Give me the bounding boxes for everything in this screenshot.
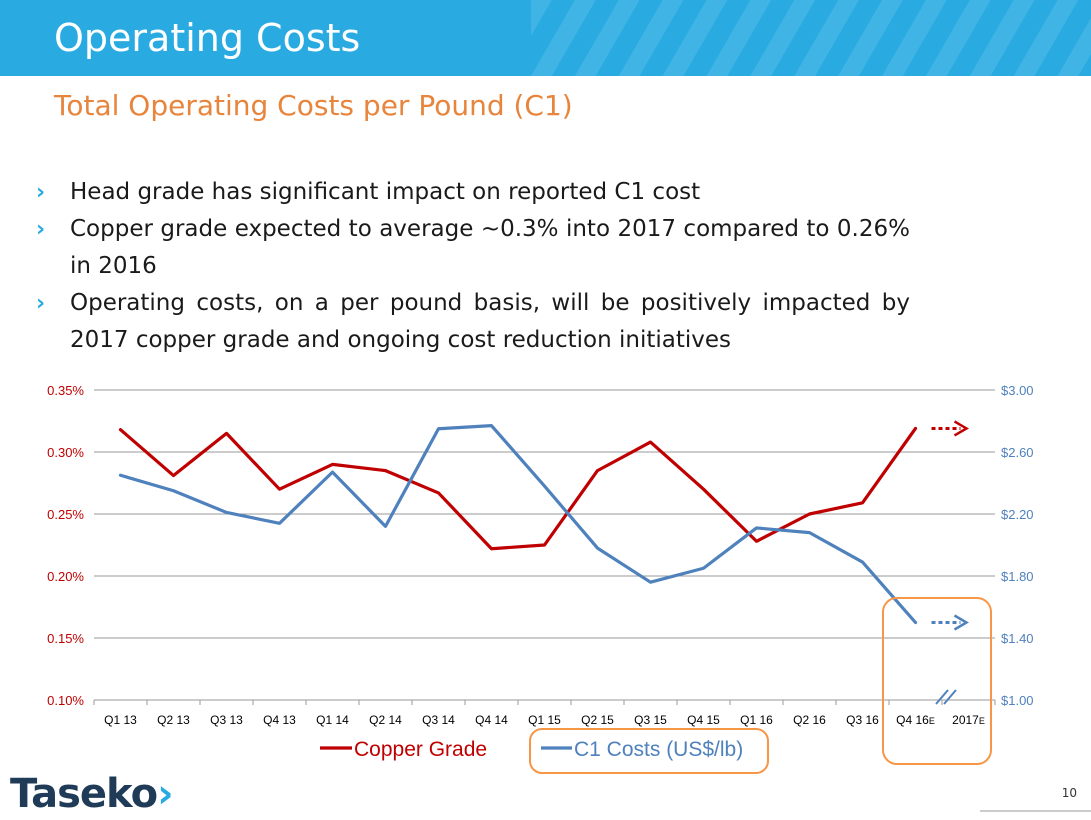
left-axis-tick-label: 0.35% (47, 383, 84, 398)
bullet-list: › Head grade has significant impact on re… (36, 174, 910, 359)
bullet-text: Head grade has significant impact on rep… (70, 179, 701, 205)
x-axis-tick-label: Q2 16 (793, 713, 826, 727)
bullet-text: Operating costs, on a per pound basis, w… (70, 290, 910, 353)
copper-grade-line (118, 426, 918, 551)
right-axis-tick-label: $2.60 (1001, 445, 1034, 460)
right-axis-tick-label: $3.00 (1001, 383, 1034, 398)
chevron-right-icon: › (36, 180, 46, 205)
logo-text: Taseko (10, 771, 158, 817)
legend-label-c1: C1 Costs (US$/lb) (574, 738, 743, 761)
left-axis-tick-label: 0.30% (47, 445, 84, 460)
c1-costs-line (118, 424, 918, 625)
logo-chevron-icon: › (157, 771, 174, 817)
header-pattern (531, 0, 1091, 76)
right-axis-tick-label: $1.80 (1001, 569, 1034, 584)
left-axis-tick-label: 0.10% (47, 693, 84, 708)
x-axis-tick-label: Q3 14 (422, 713, 455, 727)
cost-grade-chart: 0.35% 0.30% 0.25% 0.20% 0.15% 0.10% $3.00 $2.60… (47, 383, 1034, 774)
right-axis-tick-label: $1.40 (1001, 631, 1034, 646)
page-number: 10 (1061, 786, 1077, 800)
x-axis-tick-label: Q4 13 (263, 713, 296, 727)
x-axis-tick-label: Q4 15 (687, 713, 720, 727)
x-axis-tick-label: Q4 16E (896, 713, 935, 727)
x-axis-tick-label: Q1 13 (104, 713, 137, 727)
left-axis-tick-label: 0.25% (47, 507, 84, 522)
estimate-suffix: E (929, 716, 935, 726)
x-axis-tick-label: Q3 13 (210, 713, 243, 727)
left-axis-tick-label: 0.20% (47, 569, 84, 584)
left-axis-tick-label: 0.15% (47, 631, 84, 646)
bullet-item: › Operating costs, on a per pound basis, … (36, 285, 910, 359)
highlight-box (882, 597, 992, 765)
bullet-item: › Copper grade expected to average ~0.3% … (36, 211, 910, 285)
estimate-suffix: E (979, 716, 985, 726)
projection-arrowhead (953, 614, 969, 631)
x-axis-tick-label: Q2 14 (369, 713, 402, 727)
x-axis-tick-label: Q2 15 (581, 713, 614, 727)
right-axis-tick-label: $1.00 (1001, 693, 1034, 708)
legend-highlight-box (529, 728, 769, 774)
x-axis-tick-label: Q1 16 (740, 713, 773, 727)
bullet-item: › Head grade has significant impact on re… (36, 174, 910, 211)
page-title: Operating Costs (54, 16, 361, 60)
chevron-right-icon: › (36, 217, 46, 242)
bullet-text: Copper grade expected to average ~0.3% i… (70, 216, 910, 279)
page-subtitle: Total Operating Costs per Pound (C1) (54, 89, 573, 122)
x-axis-tick-label: Q1 15 (528, 713, 561, 727)
header-bar: Operating Costs (0, 0, 1091, 76)
x-axis-tick-label: Q1 14 (316, 713, 349, 727)
x-axis-tick-label: Q4 14 (475, 713, 508, 727)
footer-divider (980, 810, 1091, 812)
x-axis-tick-label: 2017E (952, 713, 985, 727)
legend-label-copper: Copper Grade (354, 738, 487, 761)
axis-break-mark (943, 689, 957, 705)
projection-arrowhead (953, 420, 969, 437)
right-axis-tick-label: $2.20 (1001, 507, 1034, 522)
chevron-right-icon: › (36, 291, 46, 316)
x-axis-tick-label: Q3 16 (846, 713, 879, 727)
x-axis-tick-label: Q3 15 (634, 713, 667, 727)
taseko-logo: Taseko› (10, 770, 174, 818)
x-axis-tick-label: Q2 13 (157, 713, 190, 727)
axis-break-mark (935, 689, 949, 705)
